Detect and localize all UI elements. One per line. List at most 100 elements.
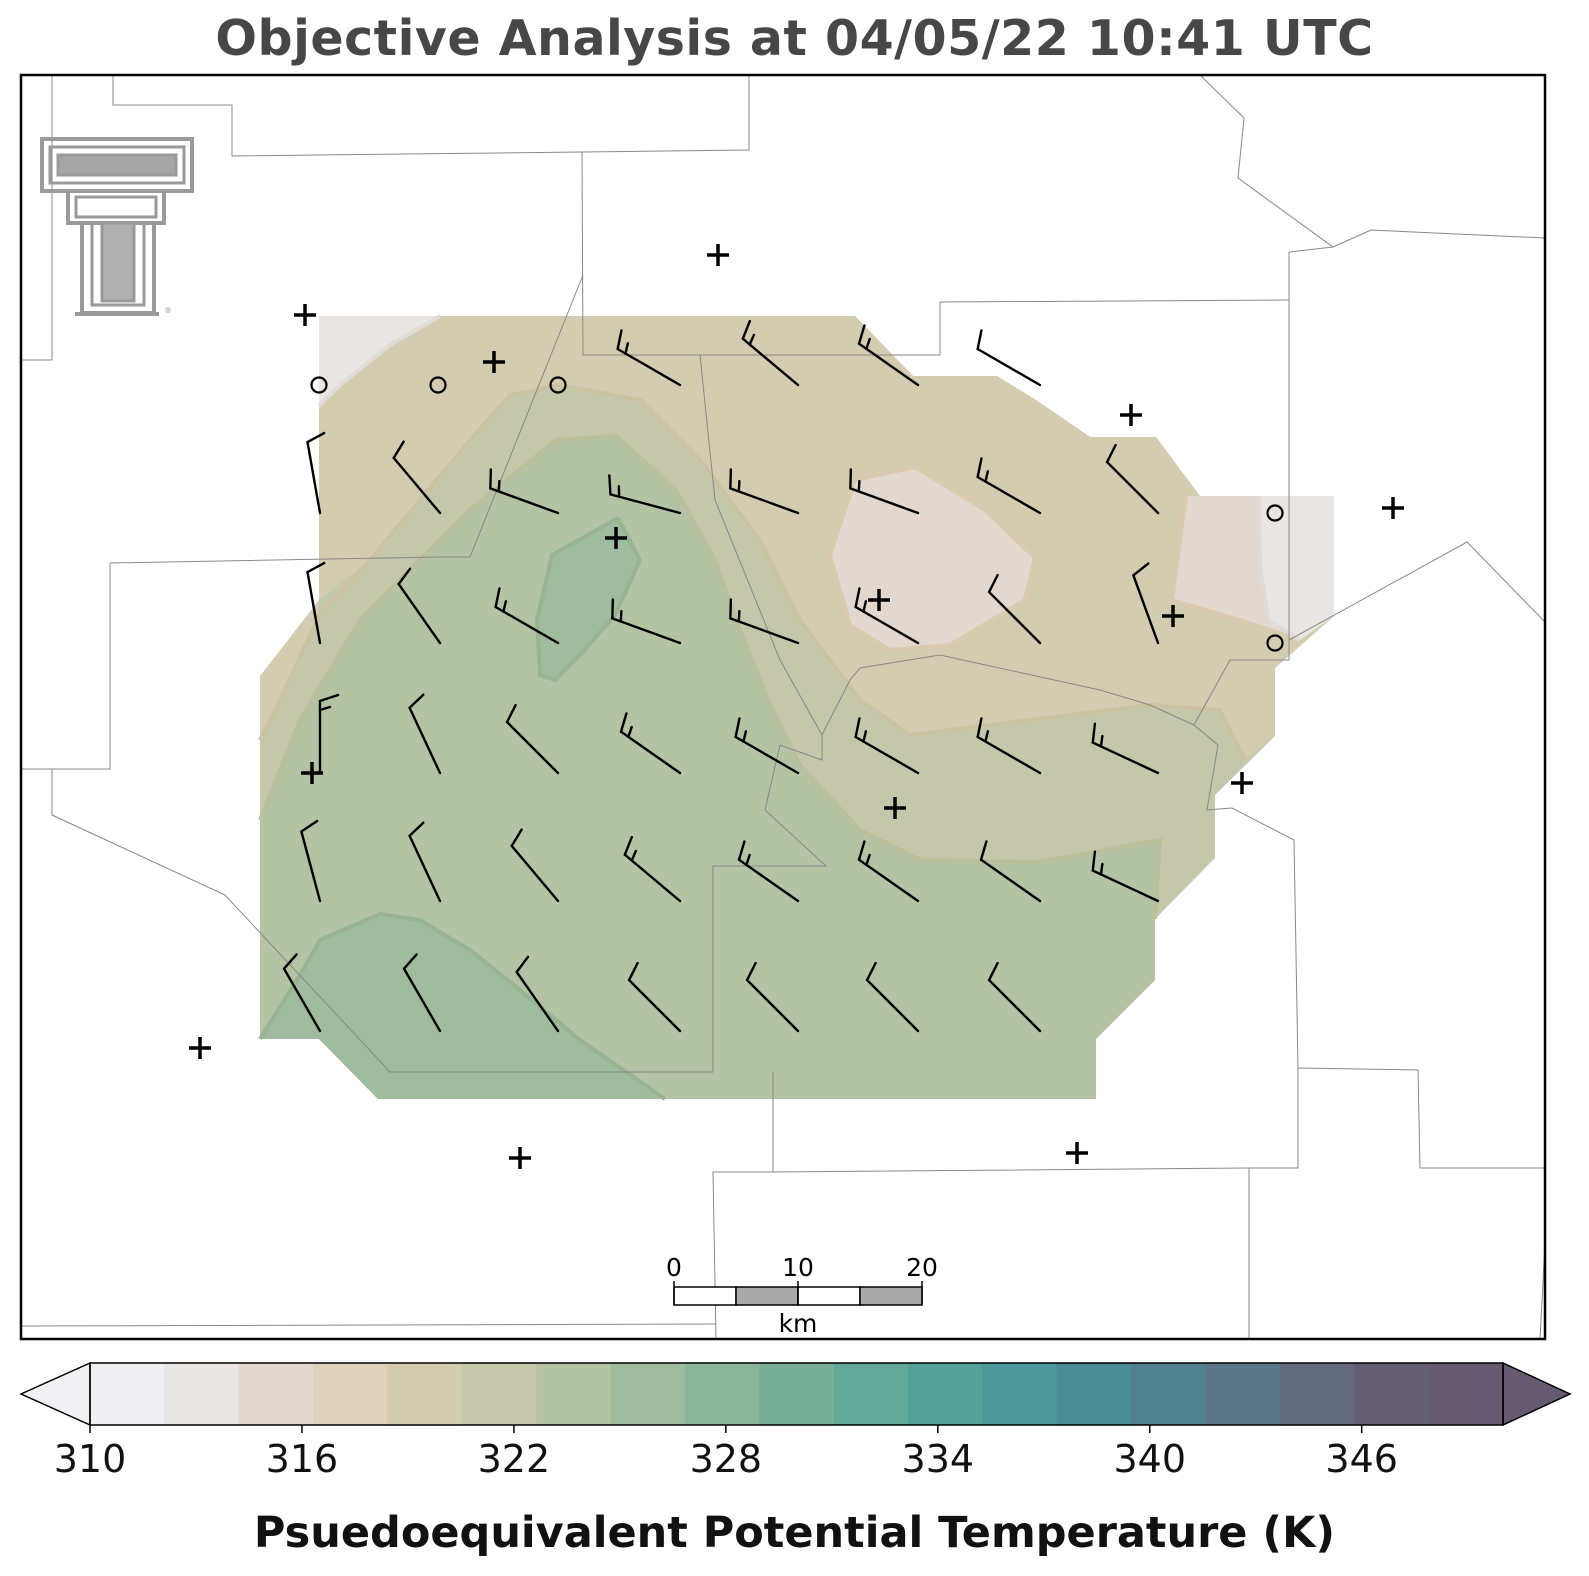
wind-barb: [857, 324, 920, 387]
wind-barb: [611, 598, 682, 645]
scale-label-20: 20: [906, 1253, 938, 1282]
scale-bar: 0 10 20 km: [666, 1253, 938, 1338]
wind-barb: [282, 953, 322, 1033]
station-plus-marker: [189, 1037, 211, 1059]
station-plus-marker: [1231, 772, 1253, 794]
wind-barb: [1091, 722, 1160, 775]
colorbar-cell: [1428, 1363, 1504, 1425]
contour-316-center: [827, 465, 1038, 653]
colorbar-tick-label: 334: [902, 1437, 975, 1481]
station-symbols: [189, 244, 1404, 1169]
contour-314-nw: [317, 314, 442, 407]
station-plus-marker: [1066, 1142, 1088, 1164]
map-title: Objective Analysis at 04/05/22 10:41 UTC: [215, 10, 1374, 67]
colorbar-cell: [759, 1363, 835, 1425]
wind-barb: [729, 468, 800, 515]
wind-barb: [408, 821, 442, 903]
colorbar-cell: [908, 1363, 983, 1425]
colorbar-over-arrow: [1502, 1361, 1572, 1427]
colorbar-cell: [1205, 1363, 1281, 1425]
theta-e-field: [260, 316, 1334, 1099]
wind-barb: [306, 561, 326, 645]
wind-barb: [987, 573, 1042, 645]
field-band-318: [260, 316, 1334, 760]
station-plus-marker: [868, 589, 890, 611]
map-frame: [19, 73, 1547, 1341]
colorbar-cell: [684, 1363, 760, 1425]
wind-barb: [608, 474, 682, 515]
station-plus-marker: [884, 797, 906, 819]
colorbar-ticks: 310 316 322 328 334 340 346: [54, 1425, 1398, 1481]
wind-barb: [392, 440, 442, 515]
station-plus-marker: [301, 762, 323, 784]
station-plus-marker: [1120, 404, 1142, 426]
contour-lines: [258, 314, 1302, 1101]
colorbar-cell: [238, 1363, 314, 1425]
wind-barb: [505, 703, 560, 775]
contour-318: [258, 382, 1247, 761]
calm-wind-circle: [1266, 504, 1284, 522]
wind-barb: [1105, 443, 1160, 515]
wind-barb: [741, 319, 800, 387]
colorbar-outline: [89, 1362, 1504, 1426]
station-plus-marker: [1162, 605, 1184, 627]
wind-barb: [408, 693, 442, 775]
colorbar-tick-label: 346: [1325, 1437, 1398, 1481]
calm-wind-circle: [310, 376, 328, 394]
station-plus-marker: [294, 304, 316, 326]
wind-barb: [987, 961, 1042, 1033]
wind-barb: [402, 953, 442, 1033]
texas-tech-logo: ®: [40, 137, 194, 316]
calm-wind-circle: [429, 376, 447, 394]
wind-barb: [729, 598, 800, 645]
wind-barbs: [282, 319, 1160, 1033]
colorbar-cell: [1131, 1363, 1207, 1425]
colorbar-cell: [461, 1363, 537, 1425]
wind-barb: [616, 329, 682, 387]
colorbar-tick-label: 328: [690, 1437, 763, 1481]
station-plus-marker: [509, 1147, 531, 1169]
colorbar-cells: [90, 1363, 1504, 1425]
colorbar-cell: [536, 1363, 612, 1425]
wind-barb: [300, 819, 322, 903]
scale-label-0: 0: [666, 1253, 682, 1282]
wind-barb: [854, 587, 920, 645]
wind-barb: [745, 961, 800, 1033]
scale-unit: km: [779, 1309, 818, 1338]
station-plus-marker: [1382, 497, 1404, 519]
county-borders: [21, 75, 1545, 1339]
colorbar-cell: [610, 1363, 686, 1425]
colorbar-cell: [164, 1363, 240, 1425]
colorbar-tick-label: 340: [1113, 1437, 1186, 1481]
field-region-314-east: [1259, 496, 1334, 640]
colorbar-cell: [313, 1363, 388, 1425]
colorbar-tick-label: 316: [266, 1437, 339, 1481]
wind-barb: [976, 457, 1042, 515]
colorbar-cell: [90, 1363, 165, 1425]
colorbar-label: Psuedoequivalent Potential Temperature (…: [253, 1508, 1336, 1558]
wind-barb: [510, 828, 560, 903]
colorbar-cell: [1279, 1363, 1355, 1425]
wind-barb: [494, 587, 560, 645]
colorbar-under-arrow: [19, 1361, 91, 1427]
wind-barb: [627, 961, 682, 1033]
station-plus-marker: [483, 351, 505, 373]
wind-barb: [306, 431, 326, 515]
wind-barb: [734, 717, 800, 775]
contour-320: [258, 433, 1163, 920]
field-region-314-nw: [319, 316, 440, 405]
contour-326-sw: [258, 911, 667, 1101]
field-region-326-sw: [260, 914, 665, 1099]
colorbar-tick-label: 310: [54, 1437, 127, 1481]
wind-barb: [397, 567, 442, 645]
colorbar-tick-label: 322: [478, 1437, 551, 1481]
svg-text:®: ®: [164, 306, 172, 315]
contour-314-east: [1257, 495, 1302, 642]
wind-barb: [849, 468, 920, 515]
wind-barb: [515, 955, 560, 1033]
scale-label-10: 10: [782, 1253, 814, 1282]
calm-wind-circle: [1266, 634, 1284, 652]
wind-barb: [976, 329, 1042, 387]
